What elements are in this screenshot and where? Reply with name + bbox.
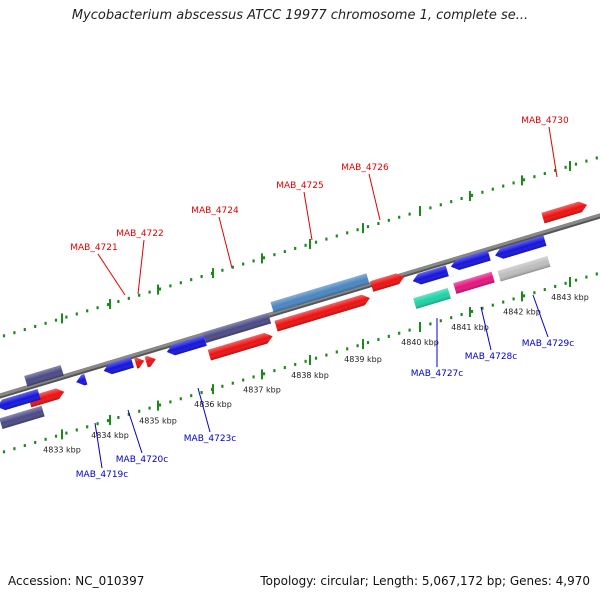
kbp-tick-label: 4837 kbp — [243, 385, 281, 394]
gene-label-forward: MAB_4724 — [191, 206, 239, 216]
kbp-tick-label: 4834 kbp — [91, 431, 129, 440]
backbone-line — [0, 213, 600, 397]
gene-leader-line — [137, 239, 145, 295]
gene-blue — [103, 357, 134, 375]
kbp-tick-label: 4833 kbp — [43, 445, 81, 454]
gene-red — [274, 294, 370, 332]
gene-blue — [412, 265, 449, 285]
kbp-tick-label: 4840 kbp — [401, 338, 439, 347]
gene-magenta — [453, 271, 495, 294]
gene-navy — [202, 312, 272, 343]
gene-leader-line — [548, 126, 558, 178]
gene-steel — [270, 273, 370, 313]
gene-leader-line — [303, 191, 313, 241]
gene-blue — [495, 235, 547, 259]
kbp-tick-label: 4841 kbp — [451, 323, 489, 332]
gene-label-reverse: MAB_4723c — [184, 434, 237, 444]
gene-red — [370, 273, 405, 292]
gene-label-forward: MAB_4721 — [70, 243, 118, 253]
gene-leader-line — [127, 409, 143, 454]
gene-label-forward: MAB_4722 — [116, 229, 164, 239]
gene-label-reverse: MAB_4729c — [522, 339, 575, 349]
gene-red — [207, 332, 273, 361]
gene-teal — [413, 287, 451, 309]
gene-leader-line — [94, 422, 103, 469]
gene-red-small — [134, 357, 145, 369]
gene-red — [541, 201, 588, 224]
gene-red — [28, 388, 65, 408]
map-title: Mycobacterium abscessus ATCC 19977 chrom… — [71, 8, 529, 23]
kbp-tick-label: 4835 kbp — [139, 417, 177, 426]
gene-label-reverse: MAB_4727c — [411, 369, 464, 379]
gene-blue — [450, 249, 491, 271]
gene-red-small — [144, 356, 156, 368]
gene-blue — [166, 335, 207, 356]
gene-label-forward: MAB_4726 — [341, 163, 389, 173]
gene-gray — [497, 256, 551, 282]
gene-navy — [24, 365, 64, 387]
genome-info-label: Topology: circular; Length: 5,067,172 bp… — [260, 574, 590, 588]
gene-leader-line — [532, 294, 549, 338]
gene-layer — [0, 201, 588, 429]
gene-leader-line — [368, 173, 381, 221]
gene-leader-line — [97, 253, 126, 296]
track-layer: 4833 kbp 4834 kbp 4835 kbp 4836 kbp 4837 kbp… — [0, 156, 600, 454]
kbp-tick-label: 4839 kbp — [344, 355, 382, 364]
gene-navy — [0, 405, 45, 429]
gene-leader-line — [480, 306, 492, 351]
label-layer: MAB_4721 MAB_4722 MAB_4724 MAB_4725 MAB_4726… — [70, 116, 574, 480]
accession-label: Accession: NC_010397 — [8, 574, 145, 588]
gene-leader-line — [218, 216, 233, 269]
gene-label-reverse: MAB_4720c — [116, 455, 169, 465]
gene-label-reverse: MAB_4719c — [76, 470, 129, 480]
gene-leader-line — [197, 387, 211, 433]
gene-blue — [0, 389, 41, 411]
kbp-tick-label: 4842 kbp — [503, 307, 541, 316]
kbp-tick-label: 4838 kbp — [291, 371, 329, 380]
gene-label-forward: MAB_4725 — [276, 181, 324, 191]
gene-blue-small — [76, 373, 88, 386]
kbp-tick-label: 4843 kbp — [551, 293, 589, 302]
gene-label-forward: MAB_4730 — [521, 116, 569, 126]
gene-label-reverse: MAB_4728c — [465, 352, 518, 362]
kbp-tick-label: 4836 kbp — [194, 400, 232, 409]
